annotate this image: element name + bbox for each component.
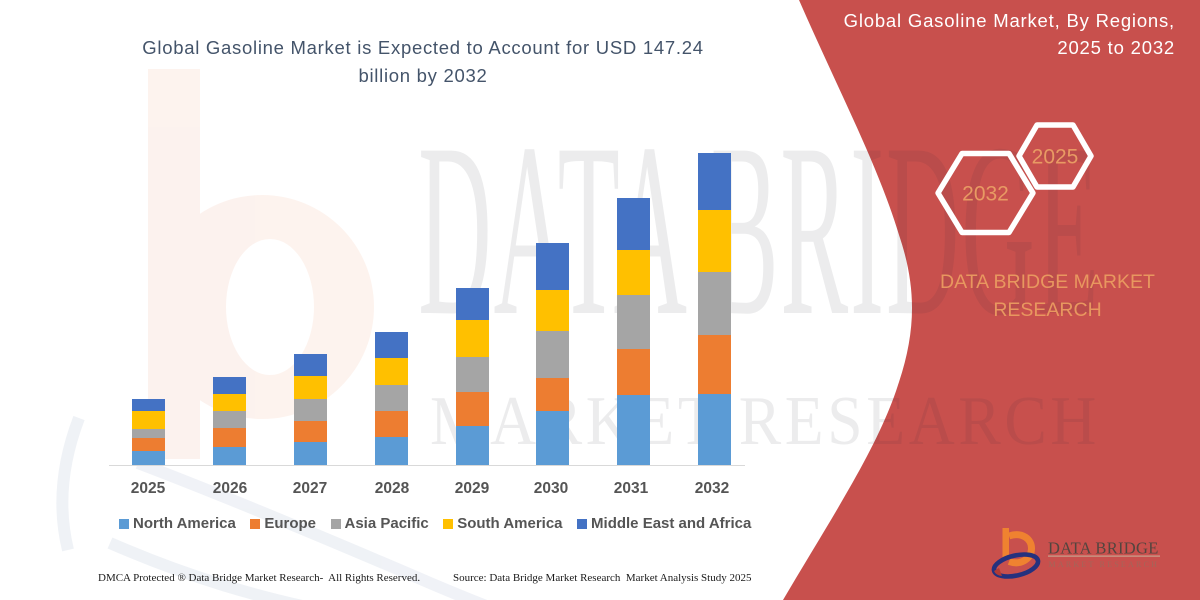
svg-text:MARKET RESEARCH: MARKET RESEARCH	[430, 383, 1100, 460]
svg-text:2025: 2025	[1032, 146, 1079, 169]
svg-text:DATA BRIDGE: DATA BRIDGE	[1048, 539, 1159, 558]
svg-text:MARKET RESEARCH: MARKET RESEARCH	[1049, 560, 1160, 569]
svg-text:2032: 2032	[962, 183, 1009, 206]
svg-text:DATA BRIDGE: DATA BRIDGE	[418, 92, 1099, 367]
